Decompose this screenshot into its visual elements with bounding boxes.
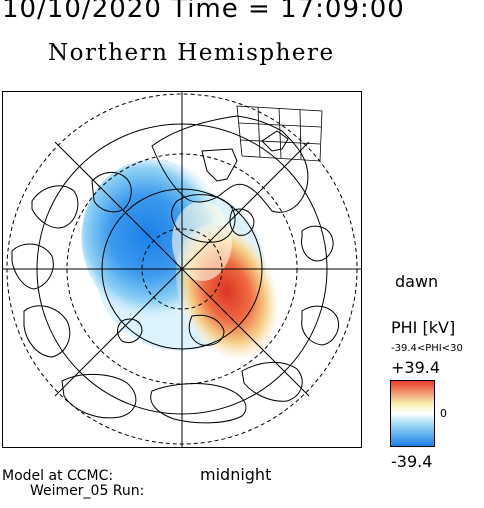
meridian-lines xyxy=(2,91,362,448)
colorbar-range: -39.4<PHI<30 xyxy=(391,343,463,354)
model-run-label: Weimer_05 Run: xyxy=(30,483,145,499)
colorbar xyxy=(390,380,435,447)
model-label: Model at CCMC: xyxy=(2,468,114,484)
dawn-label: dawn xyxy=(395,272,439,291)
polar-map xyxy=(2,91,362,448)
region-grid xyxy=(236,105,323,162)
colorbar-zero-label: 0 xyxy=(440,407,447,420)
hemisphere-title: Northern Hemisphere xyxy=(48,40,335,66)
colorbar-title: PHI [kV] xyxy=(391,318,456,337)
coastlines xyxy=(11,115,339,424)
colorbar-min-label: -39.4 xyxy=(391,452,433,471)
midnight-label: midnight xyxy=(200,465,272,484)
colorbar-max-label: +39.4 xyxy=(391,358,441,377)
timestamp: 10/10/2020 Time = 17:09:00 xyxy=(2,0,405,24)
